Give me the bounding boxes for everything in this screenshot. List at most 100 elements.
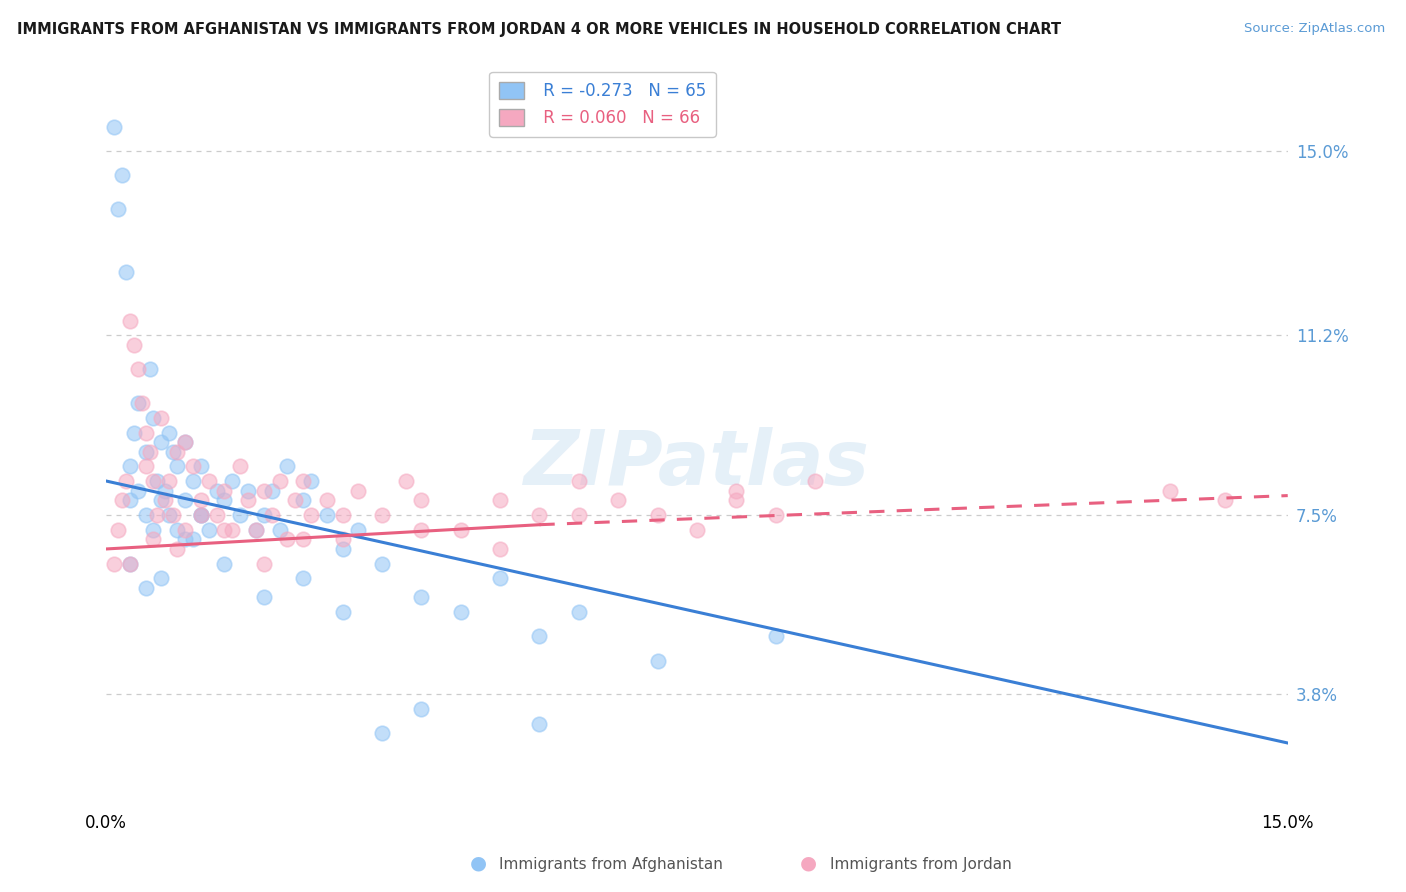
Point <box>253 591 276 605</box>
Point <box>686 523 709 537</box>
Point <box>157 474 180 488</box>
Point <box>138 362 160 376</box>
Point <box>118 493 141 508</box>
Point <box>181 533 204 547</box>
Point <box>332 605 354 619</box>
Point <box>135 508 157 522</box>
Point <box>150 411 173 425</box>
Point <box>118 459 141 474</box>
Point <box>371 557 394 571</box>
Point <box>111 493 134 508</box>
Point <box>411 702 433 716</box>
Point <box>292 533 315 547</box>
Point <box>607 493 630 508</box>
Point <box>804 474 827 488</box>
Point <box>765 629 787 643</box>
Point <box>197 474 219 488</box>
Point <box>127 396 149 410</box>
Point <box>146 508 169 522</box>
Point <box>135 425 157 440</box>
Text: Immigrants from Afghanistan: Immigrants from Afghanistan <box>499 857 723 872</box>
Point <box>214 483 236 498</box>
Point <box>107 523 129 537</box>
Point <box>190 508 212 522</box>
Point <box>166 459 188 474</box>
Point <box>135 459 157 474</box>
Point <box>150 571 173 585</box>
Point <box>162 445 184 459</box>
Point <box>450 605 472 619</box>
Point <box>118 314 141 328</box>
Point <box>127 362 149 376</box>
Point <box>214 493 236 508</box>
Point <box>205 483 228 498</box>
Text: IMMIGRANTS FROM AFGHANISTAN VS IMMIGRANTS FROM JORDAN 4 OR MORE VEHICLES IN HOUS: IMMIGRANTS FROM AFGHANISTAN VS IMMIGRANT… <box>17 22 1062 37</box>
Point <box>221 474 243 488</box>
Point <box>214 523 236 537</box>
Point <box>253 557 276 571</box>
Point <box>157 425 180 440</box>
Point <box>269 474 291 488</box>
Point <box>229 508 252 522</box>
Point <box>131 396 153 410</box>
Point <box>260 508 283 522</box>
Point <box>236 493 259 508</box>
Point <box>315 508 337 522</box>
Point <box>568 508 591 522</box>
Point <box>1159 483 1181 498</box>
Point <box>347 483 370 498</box>
Point <box>529 629 551 643</box>
Point <box>174 435 197 450</box>
Point <box>332 541 354 556</box>
Point <box>174 523 197 537</box>
Point <box>155 483 177 498</box>
Point <box>299 474 322 488</box>
Point <box>190 493 212 508</box>
Point <box>276 459 298 474</box>
Point <box>269 523 291 537</box>
Point <box>138 445 160 459</box>
Point <box>205 508 228 522</box>
Point <box>229 459 252 474</box>
Point <box>489 493 512 508</box>
Point <box>725 483 748 498</box>
Point <box>394 474 416 488</box>
Point <box>122 338 145 352</box>
Point <box>292 571 315 585</box>
Text: ZIPatlas: ZIPatlas <box>524 427 870 501</box>
Point <box>647 654 669 668</box>
Legend:  R = -0.273   N = 65,  R = 0.060   N = 66: R = -0.273 N = 65, R = 0.060 N = 66 <box>489 72 716 136</box>
Point <box>489 541 512 556</box>
Point <box>103 557 125 571</box>
Point <box>166 445 188 459</box>
Point <box>118 557 141 571</box>
Point <box>529 508 551 522</box>
Point <box>142 474 165 488</box>
Point <box>115 474 138 488</box>
Point <box>181 474 204 488</box>
Point <box>174 533 197 547</box>
Point <box>174 435 197 450</box>
Point <box>332 508 354 522</box>
Text: ●: ● <box>470 854 486 872</box>
Point <box>647 508 669 522</box>
Point <box>127 483 149 498</box>
Point <box>332 533 354 547</box>
Point <box>236 483 259 498</box>
Point <box>135 581 157 595</box>
Point <box>489 571 512 585</box>
Point <box>450 523 472 537</box>
Point <box>142 533 165 547</box>
Point <box>371 508 394 522</box>
Point <box>146 474 169 488</box>
Point <box>197 523 219 537</box>
Point <box>150 493 173 508</box>
Point <box>190 459 212 474</box>
Point <box>529 716 551 731</box>
Point <box>253 483 276 498</box>
Point <box>103 120 125 134</box>
Point <box>155 493 177 508</box>
Point <box>118 557 141 571</box>
Point <box>157 508 180 522</box>
Point <box>181 459 204 474</box>
